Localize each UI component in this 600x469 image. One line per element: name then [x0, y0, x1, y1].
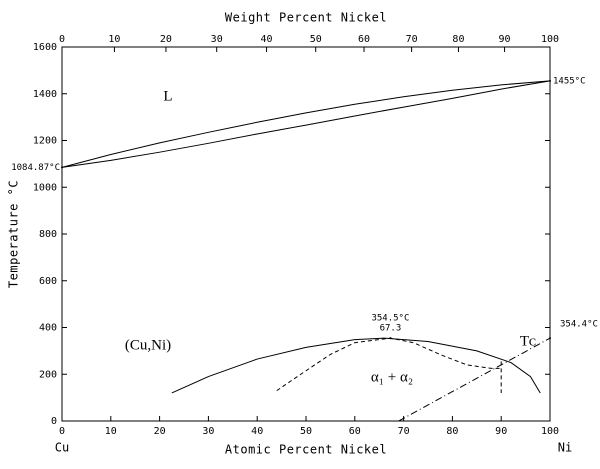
- x2-tick-label: 10: [108, 34, 120, 45]
- x-tick-label: 10: [105, 426, 117, 437]
- curve: [398, 337, 551, 422]
- y-tick-label: 1000: [33, 182, 57, 193]
- y-axis-title: Temperature °C: [7, 180, 21, 288]
- annotation: Tᴄ: [520, 333, 536, 349]
- y-tick-label: 0: [51, 416, 57, 427]
- corner-label: Cu: [55, 441, 69, 455]
- x-tick-label: 100: [541, 426, 559, 437]
- point-label: 1455°C: [553, 76, 586, 86]
- point-label: 1084.87°C: [11, 163, 60, 173]
- top-axis-title: Weight Percent Nickel: [225, 11, 387, 25]
- x2-tick-label: 40: [261, 34, 273, 45]
- curve: [61, 80, 551, 168]
- point: [61, 166, 63, 169]
- x2-tick-label: 50: [310, 34, 322, 45]
- x2-tick-label: 80: [452, 34, 464, 45]
- x2-tick-label: 30: [211, 34, 223, 45]
- y-tick-label: 400: [39, 323, 57, 334]
- y-tick-label: 200: [39, 369, 57, 380]
- point-label: 354.5°C: [371, 314, 409, 324]
- y-tick-label: 1400: [33, 89, 57, 100]
- x2-tick-label: 70: [406, 34, 418, 45]
- x-tick-label: 90: [495, 426, 507, 437]
- point: [389, 337, 392, 340]
- curve: [61, 80, 551, 168]
- y-tick-label: 1200: [33, 136, 57, 147]
- y-tick-label: 1600: [33, 42, 57, 53]
- y-tick-label: 800: [39, 229, 57, 240]
- y-tick-label: 600: [39, 276, 57, 287]
- annotation: L: [163, 88, 172, 104]
- point: [549, 337, 551, 340]
- x-tick-label: 80: [446, 426, 458, 437]
- point-label: 354.4°C: [560, 320, 598, 330]
- x2-tick-label: 100: [541, 34, 559, 45]
- x-tick-label: 30: [202, 426, 214, 437]
- annotation: α₁ + α₂: [371, 369, 413, 385]
- corner-label: Ni: [558, 441, 572, 455]
- x-axis-title: Atomic Percent Nickel: [225, 443, 387, 457]
- x-tick-label: 20: [154, 426, 166, 437]
- x-tick-label: 50: [300, 426, 312, 437]
- point: [549, 79, 551, 82]
- annotation: (Cu,Ni): [125, 337, 171, 353]
- x-tick-label: 60: [349, 426, 361, 437]
- x2-tick-label: 20: [160, 34, 172, 45]
- plot-frame: [61, 46, 551, 422]
- point-label: 67.3: [380, 324, 402, 334]
- x2-tick-label: 90: [499, 34, 511, 45]
- x-tick-label: 70: [398, 426, 410, 437]
- x2-tick-label: 0: [59, 34, 65, 45]
- x-tick-label: 0: [59, 426, 65, 437]
- x-tick-label: 40: [251, 426, 263, 437]
- curve: [276, 337, 502, 392]
- x2-tick-label: 60: [358, 34, 370, 45]
- curve: [171, 337, 541, 394]
